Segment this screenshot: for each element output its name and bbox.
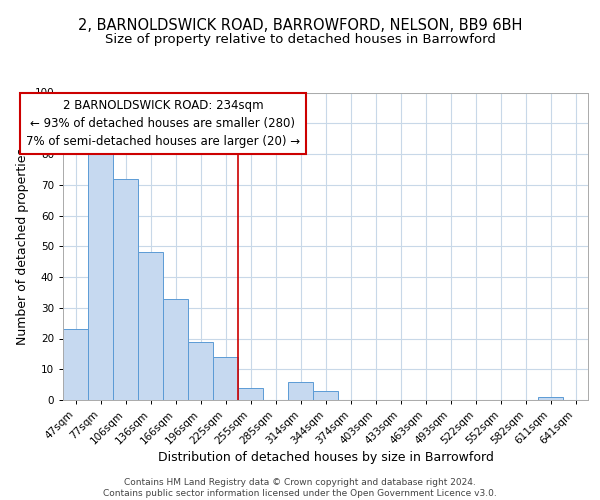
Bar [313, 391, 338, 400]
Bar [88, 151, 113, 400]
Bar [163, 298, 188, 400]
Bar [113, 178, 138, 400]
Text: Contains HM Land Registry data © Crown copyright and database right 2024.
Contai: Contains HM Land Registry data © Crown c… [103, 478, 497, 498]
X-axis label: Distribution of detached houses by size in Barrowford: Distribution of detached houses by size … [158, 452, 493, 464]
Bar [288, 382, 313, 400]
Y-axis label: Number of detached properties: Number of detached properties [16, 148, 29, 345]
Bar [538, 397, 563, 400]
Text: 2 BARNOLDSWICK ROAD: 234sqm
← 93% of detached houses are smaller (280)
7% of sem: 2 BARNOLDSWICK ROAD: 234sqm ← 93% of det… [26, 98, 300, 148]
Bar [188, 342, 213, 400]
Bar [63, 330, 88, 400]
Bar [238, 388, 263, 400]
Bar [138, 252, 163, 400]
Text: Size of property relative to detached houses in Barrowford: Size of property relative to detached ho… [104, 32, 496, 46]
Text: 2, BARNOLDSWICK ROAD, BARROWFORD, NELSON, BB9 6BH: 2, BARNOLDSWICK ROAD, BARROWFORD, NELSON… [78, 18, 522, 32]
Bar [213, 357, 238, 400]
